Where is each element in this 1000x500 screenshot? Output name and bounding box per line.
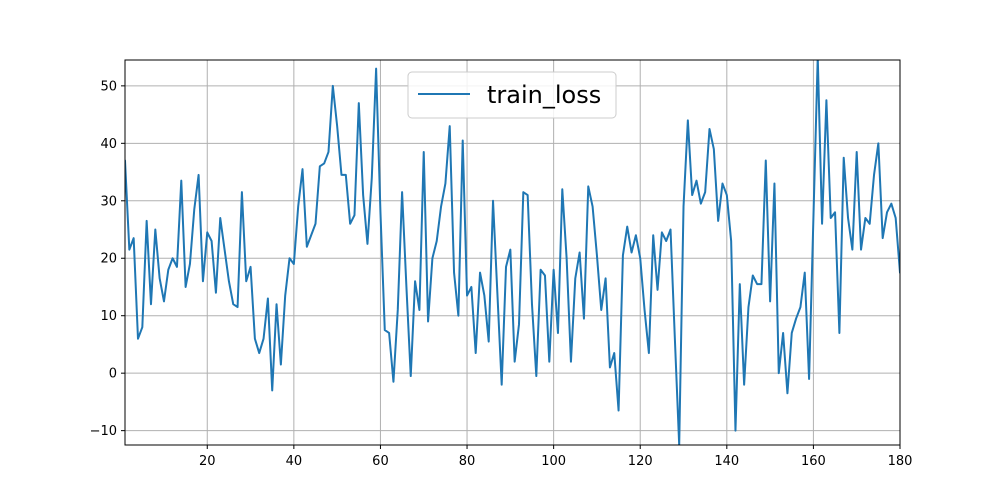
x-tick-label: 140 bbox=[714, 454, 739, 469]
x-tick-label: 20 bbox=[199, 454, 216, 469]
x-tick-label: 80 bbox=[459, 454, 476, 469]
y-tick-label: 40 bbox=[100, 137, 117, 152]
x-axis: 20 40 60 80 100 120 140 160 180 bbox=[199, 445, 912, 469]
y-tick-label: 10 bbox=[100, 309, 117, 324]
x-tick-label: 100 bbox=[541, 454, 566, 469]
series-line-train-loss bbox=[125, 60, 900, 445]
legend: train_loss bbox=[407, 71, 617, 119]
y-tick-label: 30 bbox=[100, 194, 117, 209]
y-tick-label: 0 bbox=[109, 367, 117, 382]
y-tick-label: 20 bbox=[100, 252, 117, 267]
x-tick-label: 40 bbox=[286, 454, 303, 469]
y-tick-label: −10 bbox=[90, 424, 117, 439]
x-tick-label: 180 bbox=[888, 454, 913, 469]
legend-box bbox=[407, 71, 617, 119]
y-axis: −10 0 10 20 30 40 50 bbox=[90, 79, 125, 439]
legend-label-train-loss: train_loss bbox=[487, 81, 601, 109]
y-tick-label: 50 bbox=[100, 79, 117, 94]
x-tick-label: 60 bbox=[372, 454, 389, 469]
plot-frame bbox=[124, 59, 901, 446]
x-tick-label: 120 bbox=[628, 454, 653, 469]
x-tick-label: 160 bbox=[801, 454, 826, 469]
series-layer bbox=[125, 60, 900, 445]
